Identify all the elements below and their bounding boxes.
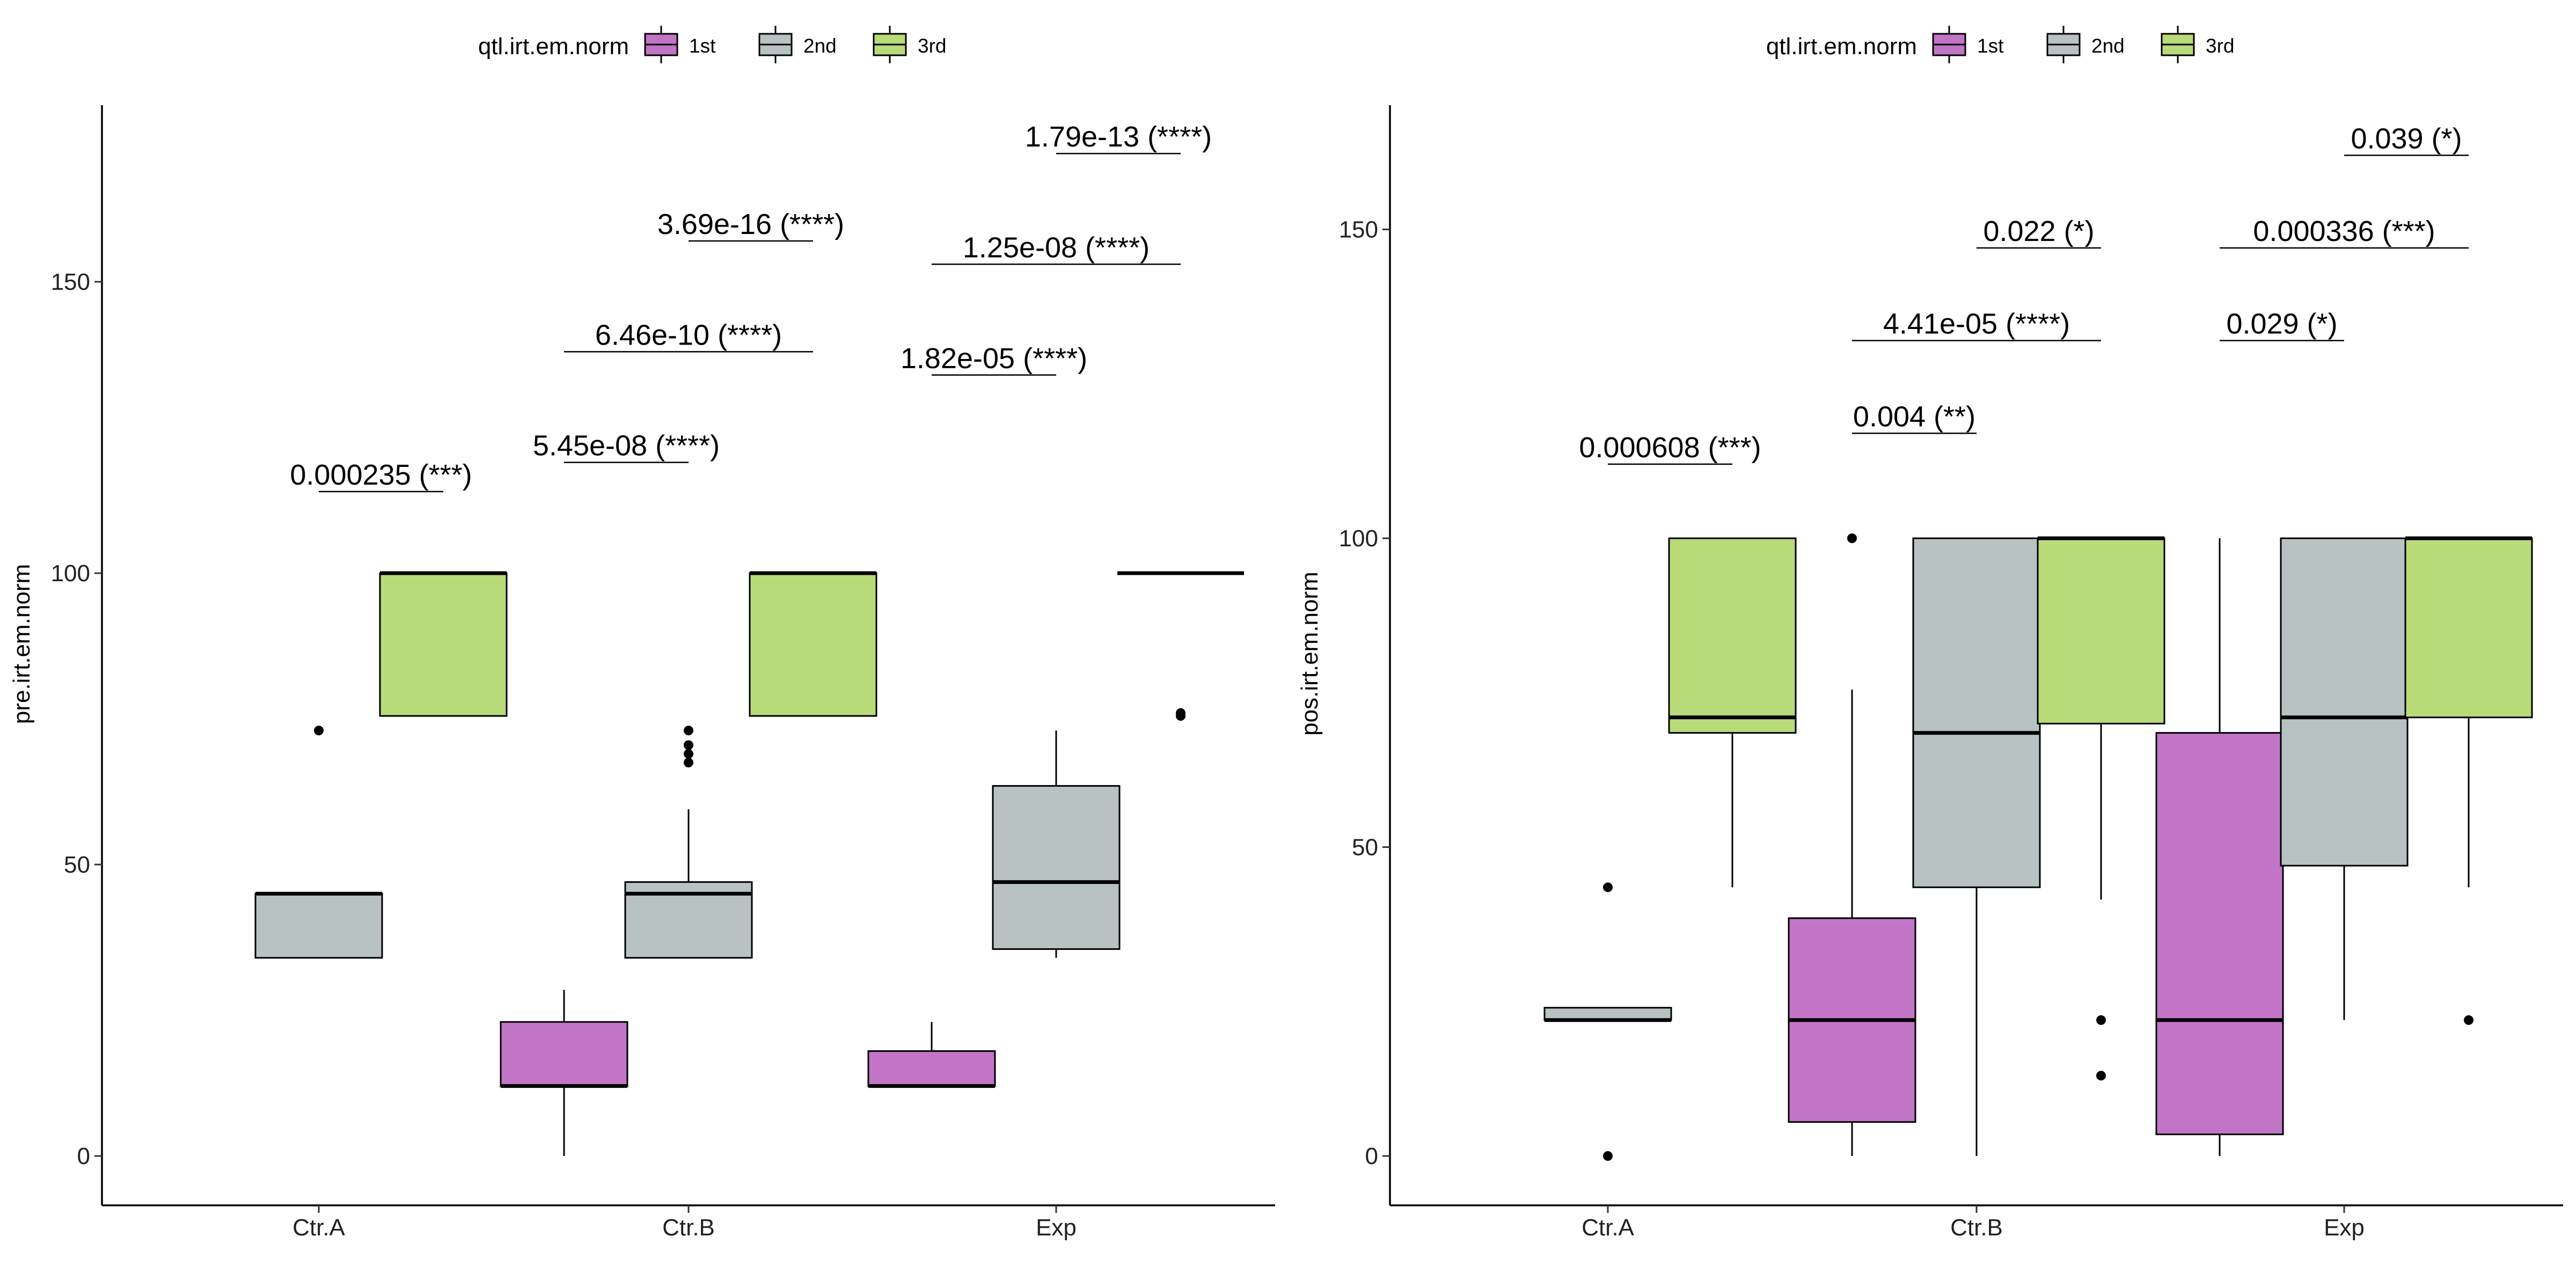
outlier-point	[684, 740, 693, 750]
box-Ctr.B-3rd	[2037, 536, 2165, 1081]
y-axis-title: pre.irt.em.norm	[9, 564, 35, 724]
box-body	[2037, 537, 2165, 724]
box-Exp-2nd	[992, 730, 1121, 958]
legend-label-2nd: 2nd	[2091, 35, 2125, 57]
y-tick-label: 150	[51, 269, 90, 295]
box-Ctr.B-3rd	[749, 571, 877, 717]
box-body	[254, 892, 383, 959]
box-body	[500, 1021, 628, 1087]
box-body	[2155, 732, 2284, 1136]
y-tick-label: 100	[51, 560, 90, 587]
y-tick-label: 50	[64, 852, 90, 878]
box-Ctr.B-1st	[500, 990, 628, 1156]
outlier-point	[684, 757, 693, 767]
outlier-point	[2464, 1015, 2473, 1025]
p-value-label: 3.69e-16 (****)	[657, 208, 844, 240]
p-value-label: 4.41e-05 (****)	[1883, 308, 2070, 340]
box-body	[2280, 537, 2409, 867]
box-Ctr.A-2nd	[1543, 882, 1672, 1161]
p-value-label: 1.25e-08 (****)	[963, 231, 1150, 264]
box-body	[2404, 537, 2533, 719]
p-value-label: 0.000336 (***)	[2253, 215, 2435, 247]
p-value-label: 0.039 (*)	[2351, 122, 2462, 155]
box-Exp-2nd	[2280, 537, 2409, 1020]
box-Ctr.A-3rd	[1668, 537, 1797, 888]
x-tick-label: Ctr.B	[1950, 1214, 2003, 1241]
x-tick-label: Ctr.B	[662, 1214, 715, 1241]
box-Ctr.B-2nd	[624, 726, 753, 959]
y-tick-label: 100	[1339, 525, 1378, 552]
y-tick-label: 150	[1339, 217, 1378, 243]
x-tick-label: Exp	[2324, 1214, 2365, 1241]
x-tick-label: Exp	[1036, 1214, 1077, 1241]
legend-title: qtl.irt.em.norm	[478, 33, 629, 60]
legend-label-1st: 1st	[1977, 35, 2004, 57]
box-body	[379, 572, 508, 717]
outlier-point	[2096, 1015, 2106, 1025]
p-value-label: 5.45e-08 (****)	[533, 430, 720, 462]
outlier-point	[1847, 533, 1857, 543]
p-value-label: 1.82e-05 (****)	[901, 342, 1087, 375]
outlier-point	[2096, 1071, 2106, 1081]
outlier-point	[1603, 1151, 1613, 1161]
box-Exp-3rd	[2404, 536, 2533, 1025]
box-Ctr.B-2nd	[1912, 537, 2041, 1156]
p-value-label: 0.029 (*)	[2226, 308, 2337, 340]
legend-label-3rd: 3rd	[918, 35, 946, 57]
box-Ctr.A-2nd	[254, 726, 383, 959]
right-boxplot-panel: qtl.irt.em.norm 1st 2nd 3rd 0 50 100 150 Ctr.A Ct…	[1297, 26, 2563, 1241]
box-body	[992, 785, 1121, 950]
y-tick-label: 0	[1365, 1143, 1378, 1169]
p-value-label: 0.000608 (***)	[1579, 431, 1761, 464]
box-Ctr.B-1st	[1788, 533, 1916, 1156]
p-value-label: 0.004 (**)	[1853, 400, 1975, 433]
outlier-point	[1176, 708, 1185, 718]
outlier-point	[684, 726, 693, 736]
p-value-label: 0.000235 (***)	[290, 459, 472, 491]
legend-title: qtl.irt.em.norm	[1766, 33, 1917, 60]
box-body	[749, 572, 877, 717]
legend-label-3rd: 3rd	[2206, 35, 2234, 57]
box-body	[1912, 537, 2041, 888]
box-Exp-3rd	[1117, 571, 1244, 721]
outlier-point	[684, 749, 693, 759]
x-tick-label: Ctr.A	[1582, 1214, 1634, 1241]
legend-label-1st: 1st	[689, 35, 716, 57]
outlier-point	[1603, 882, 1613, 892]
p-value-label: 1.79e-13 (****)	[1025, 121, 1212, 153]
y-tick-label: 50	[1352, 835, 1378, 861]
p-value-label: 0.022 (*)	[1983, 215, 2094, 247]
left-boxplot-panel: qtl.irt.em.norm 1st 2nd 3rd 0 50 100 150 Ctr.A Ct…	[9, 26, 1275, 1241]
box-Ctr.A-3rd	[379, 571, 508, 717]
box-body	[1668, 537, 1797, 734]
x-tick-label: Ctr.A	[292, 1214, 345, 1241]
box-Exp-1st	[867, 1022, 996, 1088]
y-axis-title: pos.irt.em.norm	[1297, 572, 1323, 736]
outlier-point	[314, 726, 324, 736]
p-value-label: 6.46e-10 (****)	[595, 319, 782, 351]
y-tick-label: 0	[77, 1143, 90, 1169]
legend-label-2nd: 2nd	[803, 35, 837, 57]
box-body	[867, 1050, 996, 1087]
box-Exp-1st	[2155, 538, 2284, 1156]
